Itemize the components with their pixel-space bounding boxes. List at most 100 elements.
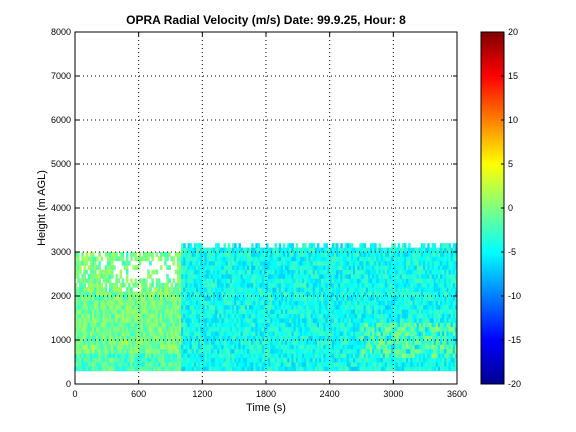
velocity-cell <box>331 282 335 288</box>
x-tick-label: 2400 <box>320 389 340 399</box>
velocity-cell <box>102 287 106 292</box>
velocity-cell <box>412 247 415 253</box>
velocity-cell <box>378 357 381 363</box>
velocity-cell <box>365 278 369 284</box>
velocity-cell <box>378 326 381 332</box>
velocity-cell <box>238 326 241 332</box>
velocity-cell <box>263 366 267 372</box>
velocity-cell <box>336 309 339 314</box>
velocity-cell <box>176 282 180 288</box>
velocity-cell <box>410 331 413 336</box>
velocity-cell <box>123 344 127 350</box>
velocity-cell <box>304 335 307 341</box>
velocity-cell <box>346 331 350 336</box>
velocity-cell <box>198 309 201 314</box>
velocity-cell <box>306 260 309 266</box>
velocity-cell <box>142 300 146 306</box>
velocity-cell <box>353 296 356 301</box>
velocity-cell <box>329 291 333 297</box>
velocity-cell <box>200 331 203 336</box>
velocity-cell <box>304 313 307 319</box>
velocity-cell <box>102 322 106 328</box>
velocity-cell <box>212 291 216 297</box>
velocity-cell <box>321 335 324 341</box>
velocity-cell <box>223 318 227 323</box>
velocity-cell <box>297 252 301 257</box>
velocity-cell <box>223 353 227 358</box>
velocity-cell <box>249 366 252 372</box>
velocity-cell <box>149 353 152 358</box>
velocity-cell <box>336 335 339 341</box>
velocity-cell <box>236 340 239 345</box>
velocity-cell <box>276 291 280 297</box>
velocity-cell <box>210 287 214 292</box>
velocity-cell <box>446 256 449 262</box>
velocity-cell <box>151 322 154 328</box>
velocity-cell <box>444 366 447 372</box>
velocity-cell <box>340 353 343 358</box>
velocity-cell <box>344 265 348 270</box>
velocity-cell <box>263 362 267 367</box>
velocity-cell <box>208 309 212 314</box>
velocity-cell <box>111 282 114 288</box>
velocity-cell <box>391 287 394 292</box>
velocity-cell <box>427 269 430 275</box>
velocity-cell <box>104 296 108 301</box>
velocity-cell <box>94 269 97 275</box>
velocity-cell <box>225 318 229 323</box>
velocity-cell <box>255 287 258 292</box>
velocity-cell <box>138 322 142 328</box>
velocity-cell <box>106 274 110 279</box>
velocity-cell <box>304 309 307 314</box>
velocity-cell <box>333 318 337 323</box>
velocity-cell <box>329 366 333 372</box>
velocity-cell <box>316 309 320 314</box>
velocity-cell <box>270 318 273 323</box>
velocity-cell <box>261 265 265 270</box>
velocity-cell <box>423 353 426 358</box>
velocity-cell <box>91 265 95 270</box>
velocity-cell <box>193 282 197 288</box>
velocity-cell <box>268 296 271 301</box>
velocity-cell <box>285 265 288 270</box>
velocity-cell <box>85 260 89 266</box>
velocity-cell <box>170 322 174 328</box>
velocity-cell <box>289 278 292 284</box>
velocity-cell <box>244 357 248 363</box>
velocity-cell <box>266 353 269 358</box>
velocity-cell <box>304 322 307 328</box>
velocity-cell <box>185 348 188 354</box>
velocity-cell <box>236 274 239 279</box>
velocity-cell <box>132 318 135 323</box>
velocity-cell <box>297 362 301 367</box>
velocity-cell <box>382 247 386 253</box>
velocity-cell <box>79 287 82 292</box>
chart-title: OPRA Radial Velocity (m/s) Date: 99.9.25… <box>126 13 406 27</box>
velocity-cell <box>242 335 246 341</box>
velocity-cell <box>215 274 218 279</box>
velocity-cell <box>153 318 157 323</box>
velocity-cell <box>246 322 250 328</box>
velocity-cell <box>282 274 286 279</box>
velocity-cell <box>365 291 369 297</box>
velocity-cell <box>221 344 224 350</box>
velocity-cell <box>423 278 426 284</box>
velocity-cell <box>75 331 78 336</box>
velocity-cell <box>418 265 422 270</box>
velocity-cell <box>155 318 159 323</box>
velocity-cell <box>157 278 161 284</box>
velocity-cell <box>253 274 256 279</box>
velocity-cell <box>416 256 420 262</box>
velocity-cell <box>323 265 326 270</box>
velocity-cell <box>291 282 294 288</box>
velocity-cell <box>327 340 331 345</box>
velocity-cell <box>229 247 233 253</box>
velocity-cell <box>257 313 261 319</box>
velocity-cell <box>399 326 403 332</box>
velocity-cell <box>151 344 154 350</box>
velocity-cell <box>183 309 186 314</box>
velocity-cell <box>287 265 290 270</box>
velocity-cell <box>410 304 413 310</box>
velocity-cell <box>83 287 87 292</box>
velocity-cell <box>115 326 118 332</box>
